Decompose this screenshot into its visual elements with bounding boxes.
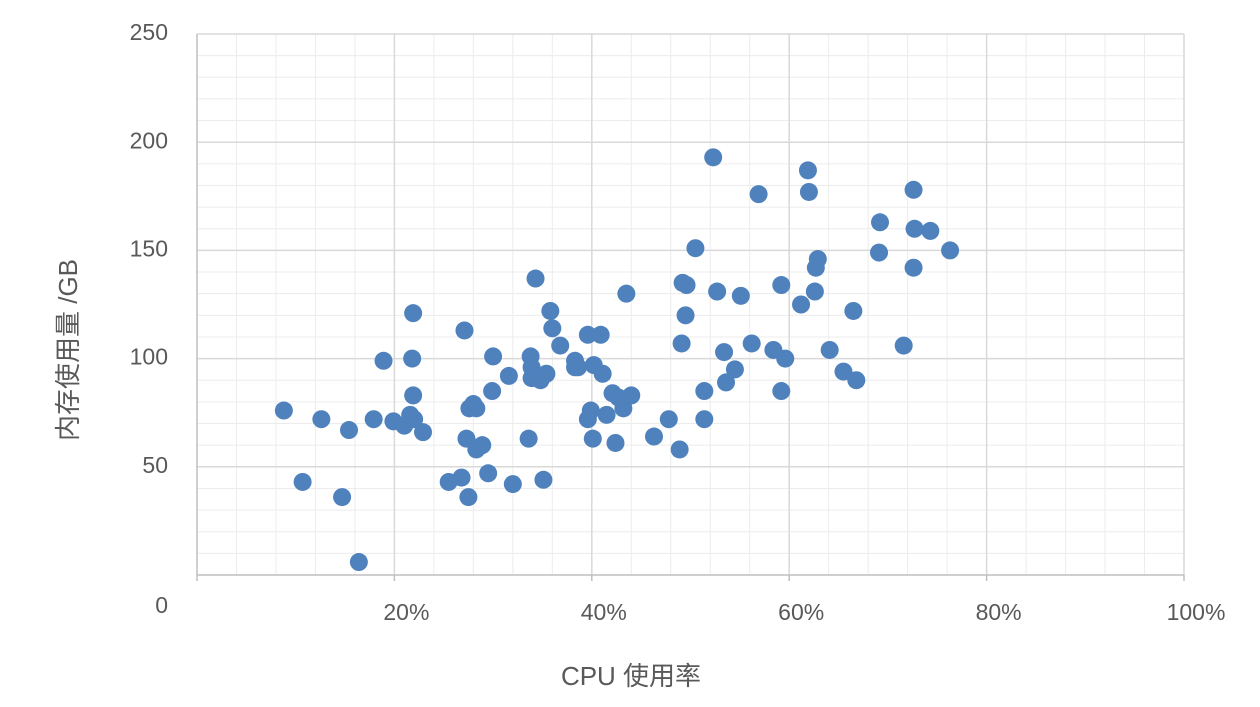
point <box>364 410 383 429</box>
point <box>921 221 940 240</box>
point <box>339 421 358 440</box>
point <box>537 364 556 383</box>
point <box>749 185 768 204</box>
point <box>483 382 502 401</box>
point <box>870 243 889 262</box>
x-tick-label: 20% <box>383 599 429 625</box>
point <box>404 386 423 405</box>
point <box>503 475 522 494</box>
point <box>274 401 293 420</box>
point <box>808 250 827 269</box>
point <box>534 470 553 489</box>
point <box>676 306 695 325</box>
point <box>293 472 312 491</box>
y-tick-label: 150 <box>130 235 168 261</box>
point <box>405 410 424 429</box>
point <box>349 553 368 572</box>
y-tick-label: 0 <box>155 592 168 618</box>
y-tick-label: 200 <box>130 127 168 153</box>
point <box>904 180 923 199</box>
point <box>484 347 503 366</box>
point <box>686 239 705 258</box>
point <box>772 276 791 295</box>
point <box>543 319 562 338</box>
point <box>695 410 714 429</box>
point <box>805 282 824 301</box>
point <box>606 433 625 452</box>
point <box>717 373 736 392</box>
point <box>473 436 492 455</box>
point <box>742 334 761 353</box>
point <box>820 340 839 359</box>
point <box>617 284 636 303</box>
point <box>452 468 471 487</box>
y-axis-title: 内存使用量 /GB <box>53 259 83 441</box>
point <box>798 161 817 180</box>
point <box>704 148 723 167</box>
point <box>847 371 866 390</box>
point <box>799 182 818 201</box>
point <box>672 334 691 353</box>
y-tick-label: 250 <box>130 19 168 45</box>
point <box>695 382 714 401</box>
y-tick-label: 100 <box>130 344 168 370</box>
point <box>905 219 924 238</box>
point <box>526 269 545 288</box>
point <box>581 401 600 420</box>
point <box>568 358 587 377</box>
point <box>677 276 696 295</box>
point <box>834 362 853 381</box>
point <box>551 336 570 355</box>
point <box>844 301 863 320</box>
point <box>414 423 433 442</box>
point <box>583 429 602 448</box>
point <box>659 410 678 429</box>
point <box>519 429 538 448</box>
point <box>591 325 610 344</box>
y-tick-label: 50 <box>142 452 168 478</box>
point <box>731 286 750 305</box>
point <box>499 366 518 385</box>
point <box>941 241 960 260</box>
point <box>593 364 612 383</box>
point <box>871 213 890 232</box>
point <box>894 336 913 355</box>
point <box>715 343 734 362</box>
point <box>597 405 616 424</box>
point <box>374 351 393 370</box>
point <box>455 321 474 340</box>
point <box>792 295 811 314</box>
point <box>541 301 560 320</box>
point <box>578 325 597 344</box>
point <box>459 488 478 507</box>
point <box>776 349 795 368</box>
point <box>725 360 744 379</box>
point <box>708 282 727 301</box>
x-tick-label: 60% <box>778 599 824 625</box>
point <box>404 304 423 323</box>
point <box>333 488 352 507</box>
point <box>403 349 422 368</box>
point <box>772 382 791 401</box>
point <box>312 410 331 429</box>
x-tick-label: 40% <box>581 599 627 625</box>
x-tick-label: 100% <box>1167 599 1226 625</box>
point <box>467 399 486 418</box>
point <box>670 440 689 459</box>
point <box>904 258 923 277</box>
x-axis-title: CPU 使用率 <box>561 661 701 691</box>
point <box>644 427 663 446</box>
x-tick-label: 80% <box>976 599 1022 625</box>
point <box>479 464 498 483</box>
point <box>622 386 641 405</box>
